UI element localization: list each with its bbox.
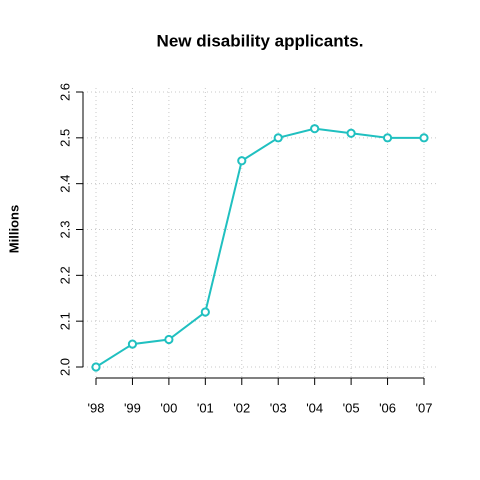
y-tick-label: 2.5	[57, 129, 72, 147]
y-tick-label: 2.3	[57, 220, 72, 238]
y-tick-label: 2.4	[57, 175, 72, 193]
point	[382, 133, 393, 143]
point	[127, 339, 138, 349]
point	[91, 362, 101, 372]
point	[346, 128, 356, 138]
x-tick-label: '05	[343, 400, 360, 415]
y-tick-label: 2.1	[57, 312, 72, 330]
x-tick-label: '98	[88, 400, 105, 415]
y-tick-label: 2.2	[57, 266, 72, 284]
line	[95, 127, 424, 368]
y-tick-label: 2.6	[57, 83, 72, 101]
x-tick-label: '06	[379, 400, 396, 415]
y-axis-label: Millions	[6, 205, 21, 253]
point	[164, 334, 174, 345]
y-tick-label: 2.0	[57, 358, 72, 376]
point	[200, 307, 210, 317]
x-tick-label: '07	[416, 400, 433, 415]
x-tick-label: '01	[197, 400, 214, 415]
point	[419, 133, 429, 143]
point	[310, 124, 320, 134]
x-tick-label: '02	[233, 400, 250, 415]
x-tick-label: '04	[306, 400, 323, 415]
chart-title: New disability applicants.	[157, 31, 364, 50]
point	[237, 156, 247, 166]
point	[273, 133, 283, 143]
x-tick-label: '00	[160, 400, 177, 415]
x-tick-label: '03	[270, 400, 287, 415]
x-tick-label: '99	[124, 400, 141, 415]
